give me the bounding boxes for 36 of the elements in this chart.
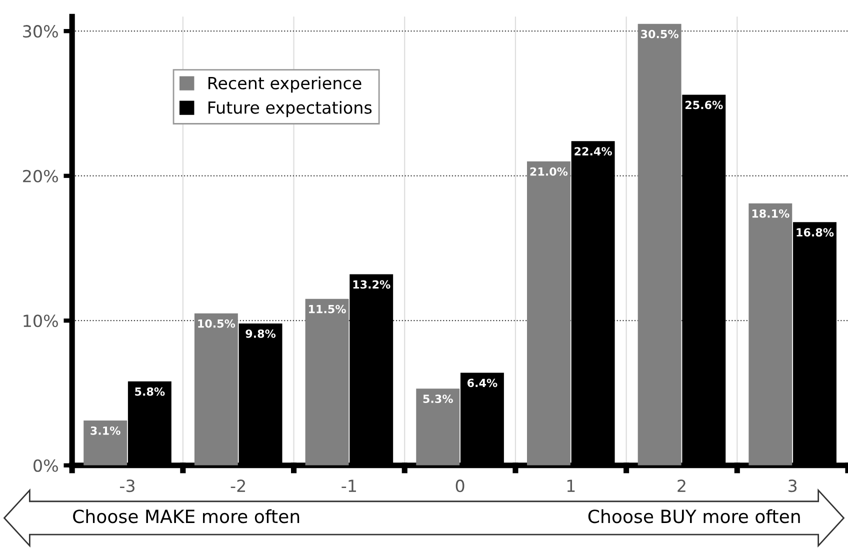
- data-label: 22.4%: [574, 147, 612, 156]
- x-tick-label: -3: [120, 480, 134, 492]
- y-tick-label: 0%: [34, 459, 58, 472]
- y-tick-label: 10%: [24, 314, 58, 328]
- data-label: 13.2%: [353, 280, 390, 289]
- data-label: 11.5%: [309, 304, 346, 314]
- x-tick-label: 1: [567, 480, 575, 492]
- bar: [748, 203, 792, 466]
- x-tick-label: -2: [230, 480, 245, 492]
- bar: [416, 388, 460, 466]
- x-tick-label: 0: [456, 480, 464, 492]
- data-label: 5.3%: [423, 394, 453, 404]
- x-tick-label: 2: [678, 480, 686, 492]
- bar: [194, 313, 238, 466]
- data-label: 16.8%: [796, 228, 834, 237]
- data-label: 18.1%: [752, 209, 790, 218]
- y-tick-label: 20%: [23, 170, 58, 182]
- bar: [84, 420, 128, 466]
- text: Choose MAKE more often: [73, 509, 300, 524]
- text: Choose BUY more often: [588, 509, 800, 524]
- legend-label: Recent experience: [208, 76, 362, 93]
- data-label: 30.5%: [641, 30, 678, 38]
- x-tick-label: -1: [342, 480, 356, 492]
- bar: [638, 24, 682, 466]
- x-tick-label: 3: [788, 480, 797, 492]
- legend-label: Future expectations: [208, 100, 372, 118]
- data-label: 25.6%: [686, 100, 723, 110]
- bar: [526, 161, 570, 466]
- data-label: 9.8%: [246, 329, 276, 338]
- data-label: 10.5%: [198, 319, 236, 328]
- y-tick-label: 30%: [23, 25, 58, 38]
- bar: [305, 298, 349, 466]
- data-label: 5.8%: [135, 387, 165, 396]
- data-label: 6.4%: [467, 378, 498, 388]
- data-label: 21.0%: [530, 167, 568, 176]
- data-label: 3.1%: [90, 426, 120, 435]
